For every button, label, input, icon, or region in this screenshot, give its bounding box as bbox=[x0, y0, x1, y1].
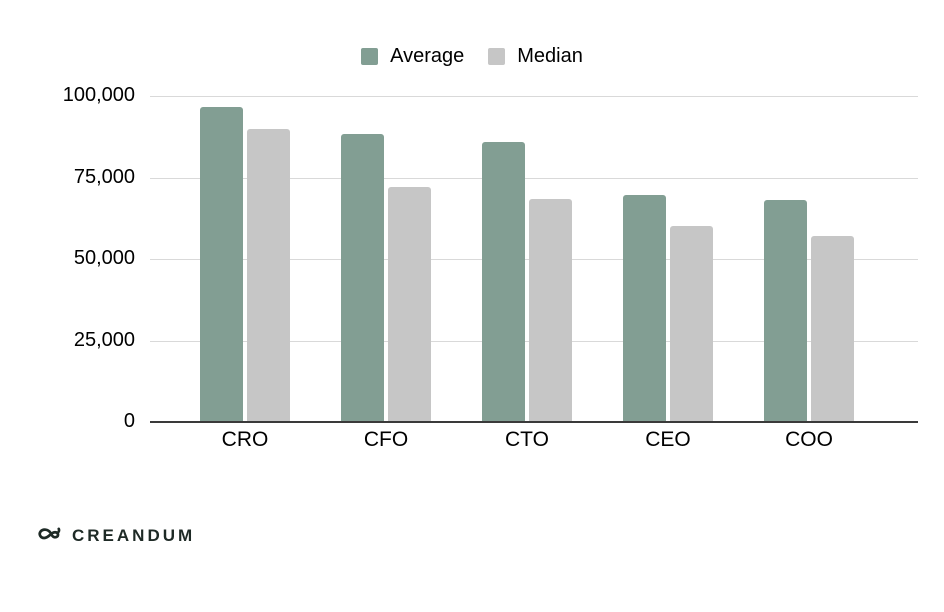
x-label-cto: CTO bbox=[505, 428, 549, 451]
y-tick-100000: 100,000 bbox=[62, 84, 135, 107]
logo-text: CREANDUM bbox=[72, 525, 196, 545]
legend-label-average: Average bbox=[390, 44, 465, 67]
gridline-100000 bbox=[150, 96, 918, 97]
y-axis-tick-labels: 100,000 75,000 50,000 25,000 0 bbox=[0, 84, 135, 432]
creandum-logo-icon bbox=[36, 524, 63, 547]
bar-average-ceo bbox=[623, 195, 666, 422]
y-tick-25000: 25,000 bbox=[73, 328, 135, 351]
bar-average-cro bbox=[200, 107, 243, 422]
x-label-coo: COO bbox=[785, 428, 833, 451]
legend-swatch-average bbox=[361, 47, 379, 65]
legend-swatch-median bbox=[488, 47, 506, 65]
creandum-logo-link[interactable]: CREANDUM bbox=[36, 524, 195, 547]
x-label-cfo: CFO bbox=[363, 428, 409, 451]
bar-median-cro bbox=[247, 128, 290, 422]
bar-group-cfo bbox=[341, 96, 431, 422]
y-tick-75000: 75,000 bbox=[73, 165, 135, 188]
y-tick-0: 0 bbox=[123, 410, 135, 433]
bar-median-cto bbox=[529, 198, 572, 422]
legend-item-average: Average bbox=[361, 45, 464, 68]
chart-legend: Average Median bbox=[0, 44, 944, 68]
legend-item-median: Median bbox=[488, 45, 583, 68]
x-label-cro: CRO bbox=[221, 428, 269, 451]
bar-group-coo bbox=[764, 96, 854, 422]
bar-group-cto bbox=[482, 96, 572, 422]
gridline-75000 bbox=[150, 177, 918, 179]
bar-median-coo bbox=[811, 236, 854, 422]
bar-median-cfo bbox=[388, 187, 431, 422]
bar-group-cro bbox=[200, 96, 290, 422]
x-label-ceo: CEO bbox=[645, 428, 691, 451]
plot-area bbox=[150, 96, 918, 423]
x-axis-line bbox=[150, 421, 918, 423]
bar-average-cfo bbox=[341, 133, 384, 422]
bar-average-coo bbox=[764, 200, 807, 422]
bar-average-cto bbox=[482, 141, 525, 422]
bar-group-ceo bbox=[623, 96, 713, 422]
legend-label-median: Median bbox=[517, 44, 583, 67]
y-tick-50000: 50,000 bbox=[73, 247, 135, 270]
bar-median-ceo bbox=[670, 226, 713, 422]
